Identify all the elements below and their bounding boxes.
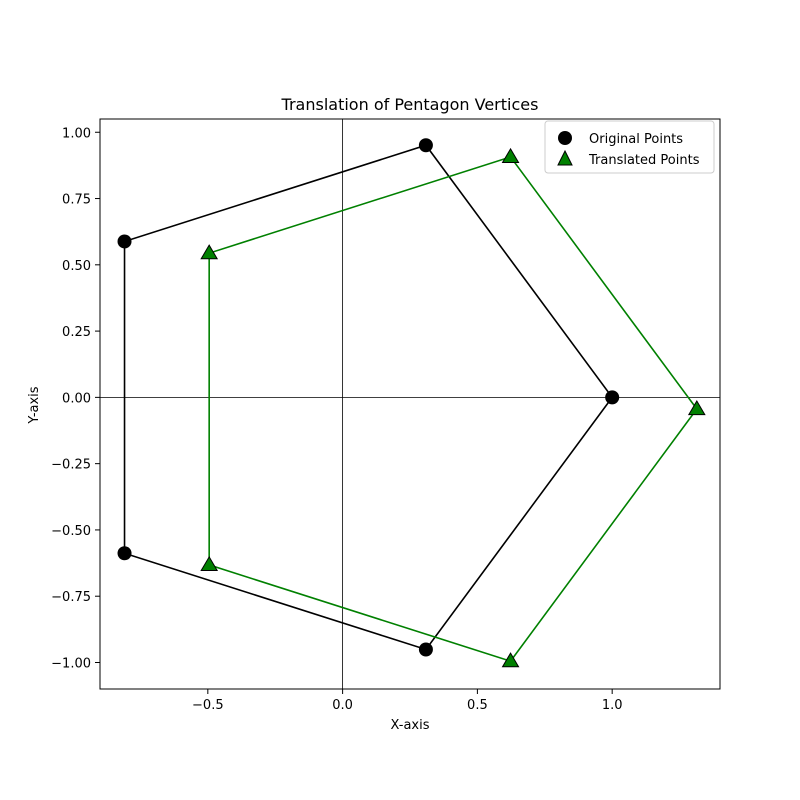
data-point-translated <box>501 652 520 668</box>
y-tick-label: 0.00 <box>62 391 91 406</box>
data-point-original <box>605 390 620 405</box>
y-axis-label: Y-axis <box>27 386 42 424</box>
plot-area: −0.5 0.0 0.5 1.0 −1.00 −0.75 −0.50 −0.25 0.00 0.2… <box>51 118 721 713</box>
legend: Original Points Translated Points <box>544 120 715 174</box>
data-point-translated <box>687 400 706 416</box>
data-point-translated <box>200 555 219 572</box>
legend-marker-original <box>558 131 572 145</box>
data-point-translated <box>200 244 219 260</box>
y-tick-label: −0.75 <box>51 590 91 605</box>
axes-frame <box>99 118 721 690</box>
x-tick-label: −0.5 <box>192 698 224 713</box>
data-point-translated <box>501 147 520 164</box>
data-point-original <box>418 642 433 657</box>
y-tick-label: −0.50 <box>51 524 91 539</box>
data-point-original <box>117 546 132 561</box>
y-tick-label: −1.00 <box>51 656 91 671</box>
y-tick-label: −0.25 <box>51 458 91 473</box>
x-tick-label: 0.5 <box>467 698 488 713</box>
x-axis-label: X-axis <box>391 718 430 733</box>
data-point-original <box>418 138 433 153</box>
series-line-translated <box>208 155 698 663</box>
x-tick-label: 0.0 <box>332 698 353 713</box>
legend-frame <box>544 120 715 174</box>
legend-label-original: Original Points <box>589 132 683 147</box>
legend-label-translated: Translated Points <box>588 153 700 168</box>
data-point-original <box>117 234 132 249</box>
y-tick-label: 0.25 <box>62 325 91 340</box>
y-tick-label: 1.00 <box>62 126 91 141</box>
y-tick-label: 0.75 <box>62 193 91 208</box>
y-tick-label: 0.50 <box>62 259 91 274</box>
chart-title: Translation of Pentagon Vertices <box>281 95 539 114</box>
series-line-original <box>123 144 613 651</box>
legend-marker-translated <box>557 149 573 166</box>
x-tick-label: 1.0 <box>602 698 623 713</box>
